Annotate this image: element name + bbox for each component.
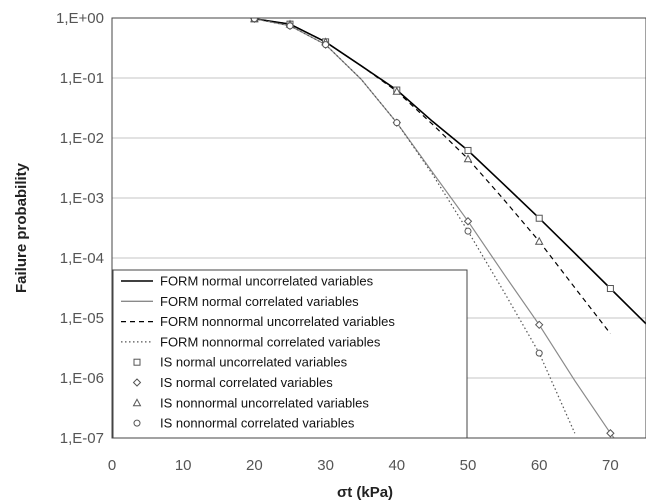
legend-swatch [132,398,142,407]
legend-swatch [133,419,141,427]
y-axis-title: Failure probability [13,162,30,293]
legend-swatch [133,358,141,366]
data-point [534,236,544,245]
series-5 [250,18,614,293]
series-line [254,18,611,334]
x-axis-title: σt (kPa) [337,484,393,501]
x-tick-label: 20 [246,457,263,474]
x-tick-label: 30 [317,457,334,474]
legend-box [112,269,468,439]
legend-swatch [132,378,142,387]
x-tick-label: 40 [388,457,405,474]
legend-entry: FORM nonnormal uncorrelated variables [160,314,395,329]
data-point [250,18,258,23]
legend-entry: FORM normal correlated variables [160,294,359,309]
y-tick-label: 1,E-06 [60,370,104,387]
x-tick-label: 50 [460,457,477,474]
data-point [463,217,473,226]
data-point [534,320,544,330]
series-line [254,18,576,434]
series-3 [254,18,611,334]
series-line [254,18,646,325]
series-4 [254,18,576,434]
series-2 [254,18,615,438]
y-tick-label: 1,E-03 [60,190,104,207]
x-tick-label: 10 [175,457,192,474]
x-tick-labels: 0 10 20 30 40 50 60 70 [108,457,619,474]
data-point [463,154,473,163]
y-tick-label: 1,E-02 [60,130,104,147]
data-point [535,214,543,222]
data-point [392,86,402,95]
x-tick-label: 60 [531,457,548,474]
y-tick-labels: 1,E+00 1,E-01 1,E-02 1,E-03 1,E-04 1,E-05 1,E-… [56,10,104,447]
y-tick-label: 1,E+00 [56,10,104,27]
y-tick-label: 1,E-01 [60,70,104,87]
legend-entry: IS nonnormal uncorrelated variables [160,395,369,410]
y-tick-label: 1,E-04 [60,250,104,267]
data-point [606,285,614,293]
legend: FORM normal uncorrelated variables FORM n… [112,269,468,439]
x-tick-label: 70 [602,457,619,474]
data-point [393,119,401,127]
series-1 [254,18,646,325]
data-point [535,349,543,357]
data-point [606,429,615,438]
legend-entry: IS normal correlated variables [160,375,333,390]
data-point [286,22,294,30]
series-8 [250,18,543,357]
data-point [464,227,472,235]
y-tick-label: 1,E-05 [60,310,104,327]
data-point [464,146,472,154]
legend-entry: FORM nonnormal correlated variables [160,334,381,349]
legend-entry: IS normal uncorrelated variables [160,355,348,370]
series-7 [250,18,544,245]
legend-entry: IS nonnormal correlated variables [160,416,355,431]
legend-entry: FORM normal uncorrelated variables [160,274,374,289]
x-tick-label: 0 [108,457,116,474]
y-tick-label: 1,E-07 [60,430,104,447]
series-line [254,18,615,438]
data-point [322,41,330,49]
series-layer [250,18,646,438]
